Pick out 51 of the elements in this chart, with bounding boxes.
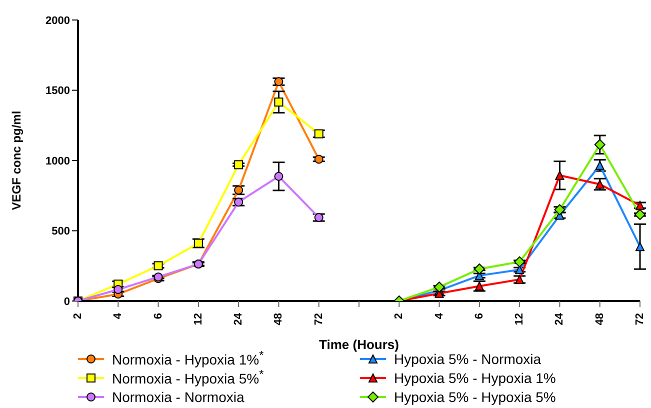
x-axis-title: Time (Hours) bbox=[319, 337, 399, 352]
x-tick-label: 6 bbox=[152, 313, 164, 320]
point bbox=[636, 242, 644, 252]
point bbox=[555, 170, 564, 180]
point bbox=[595, 160, 604, 170]
legend-label: Normoxia - Hypoxia 5%$^{*}$ bbox=[112, 368, 264, 387]
y-tick-label: 500 bbox=[52, 226, 70, 238]
legend-label: Hypoxia 5% - Hypoxia 1% bbox=[394, 370, 556, 386]
point bbox=[234, 198, 244, 207]
point bbox=[274, 77, 284, 86]
x-tick-label: 4 bbox=[433, 312, 446, 320]
x-tick-label: 6 bbox=[473, 313, 486, 320]
point bbox=[594, 139, 606, 150]
point bbox=[274, 172, 284, 181]
point bbox=[234, 160, 244, 170]
y-axis-title: VEGF conc pg/ml bbox=[9, 110, 24, 210]
legend-label: Normoxia - Normoxia bbox=[112, 388, 244, 404]
point bbox=[636, 200, 644, 210]
x-tick-label: 2 bbox=[72, 313, 84, 320]
y-tick-label: 1500 bbox=[46, 85, 70, 98]
legend-label: Normoxia - Hypoxia 1%$^{*}$ bbox=[112, 349, 264, 368]
point bbox=[474, 263, 485, 274]
x-tick-label: 12 bbox=[192, 313, 204, 326]
point bbox=[194, 238, 203, 248]
point bbox=[434, 282, 445, 293]
point bbox=[515, 275, 524, 284]
point bbox=[114, 284, 123, 294]
point bbox=[514, 256, 526, 268]
legend-label: Hypoxia 5% - Hypoxia 5% bbox=[394, 388, 556, 404]
point bbox=[234, 186, 244, 195]
point bbox=[474, 282, 484, 291]
legend-label: Hypoxia 5% - Normoxia bbox=[394, 350, 542, 366]
x-tick-label: 24 bbox=[554, 312, 566, 326]
x-tick-label: 72 bbox=[634, 313, 646, 326]
point bbox=[314, 154, 324, 164]
point bbox=[314, 129, 324, 138]
x-tick-label: 2 bbox=[393, 313, 406, 320]
y-tick-label: 1000 bbox=[46, 155, 70, 168]
y-tick-label: 0 bbox=[64, 296, 70, 308]
x-tick-label: 48 bbox=[594, 313, 606, 326]
x-tick-label: 48 bbox=[272, 313, 285, 326]
x-tick-label: 4 bbox=[112, 312, 124, 320]
x-tick-label: 12 bbox=[514, 313, 526, 326]
x-tick-label: 24 bbox=[232, 312, 245, 326]
point bbox=[634, 209, 646, 220]
x-tick-label: 72 bbox=[312, 313, 325, 326]
point bbox=[274, 98, 284, 107]
y-tick-label: 2000 bbox=[46, 14, 70, 27]
point bbox=[595, 180, 604, 189]
point bbox=[314, 213, 324, 222]
point bbox=[154, 261, 163, 270]
